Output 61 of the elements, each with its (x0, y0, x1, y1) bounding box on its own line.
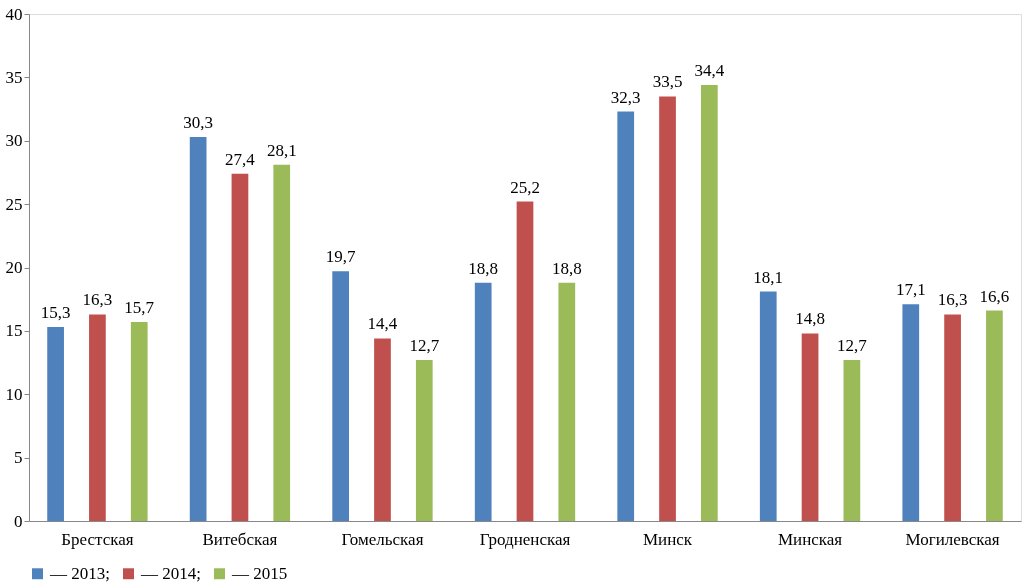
text: 18,8 (468, 258, 499, 278)
bar (130, 322, 148, 521)
x-tick-label: Витебская (202, 529, 278, 549)
text: 30,3 (183, 112, 214, 132)
text: 12,7 (409, 336, 440, 356)
bar (843, 360, 861, 521)
legend-label: — 2014; (140, 563, 201, 583)
text: 34,4 (694, 60, 725, 80)
y-tick-label: 40 (5, 4, 23, 24)
y-tick-label: 25 (5, 194, 23, 214)
text: 25,2 (510, 177, 540, 197)
bar (231, 173, 249, 521)
text: 15,7 (124, 298, 155, 317)
bar (89, 314, 106, 521)
bar (474, 282, 492, 521)
text: 19,7 (325, 247, 356, 267)
text: 14,8 (795, 309, 825, 329)
bar (189, 136, 207, 521)
text: 27,4 (225, 149, 255, 169)
legend-label: — 2013; (49, 563, 110, 583)
y-tick-label: 15 (5, 321, 23, 341)
bar (374, 338, 391, 521)
x-tick-label: Могилевская (905, 529, 1000, 549)
y-tick-label: 0 (14, 511, 23, 531)
text: 32,3 (610, 87, 641, 107)
x-tick-label: Гродненская (479, 529, 571, 549)
text: 16,3 (82, 290, 113, 310)
text: 12,7 (836, 336, 867, 356)
x-tick-label: Минск (642, 529, 693, 549)
text: 17,1 (895, 280, 926, 300)
y-tick-label: 30 (5, 131, 23, 151)
text: 14,4 (367, 314, 398, 334)
x-tick-label: Минская (777, 529, 843, 549)
bar (902, 304, 920, 521)
bar (273, 164, 291, 521)
text: 16,3 (937, 290, 968, 310)
text: 15,3 (40, 303, 71, 323)
y-tick-label: 35 (5, 67, 23, 87)
text: 16,6 (979, 286, 1010, 306)
bar (332, 271, 350, 521)
legend-label: — 2015 (231, 563, 288, 583)
bar (759, 291, 777, 521)
text: 28,1 (266, 140, 297, 160)
x-tick-label: Брестская (61, 529, 134, 549)
bar (700, 84, 718, 521)
text: 33,5 (652, 72, 683, 92)
text: 18,8 (551, 258, 582, 278)
y-tick-label: 5 (14, 448, 23, 468)
bar (516, 201, 534, 521)
y-tick-label: 10 (5, 384, 23, 404)
text: 18,1 (753, 267, 784, 287)
bar (415, 360, 433, 521)
bar (617, 111, 635, 521)
y-tick-label: 20 (5, 258, 23, 277)
bar (659, 96, 676, 521)
bar (558, 282, 576, 521)
bar (47, 327, 64, 521)
bar (986, 310, 1003, 521)
x-tick-label: Гомельская (341, 529, 424, 549)
bar (801, 333, 819, 521)
bar (944, 314, 961, 521)
